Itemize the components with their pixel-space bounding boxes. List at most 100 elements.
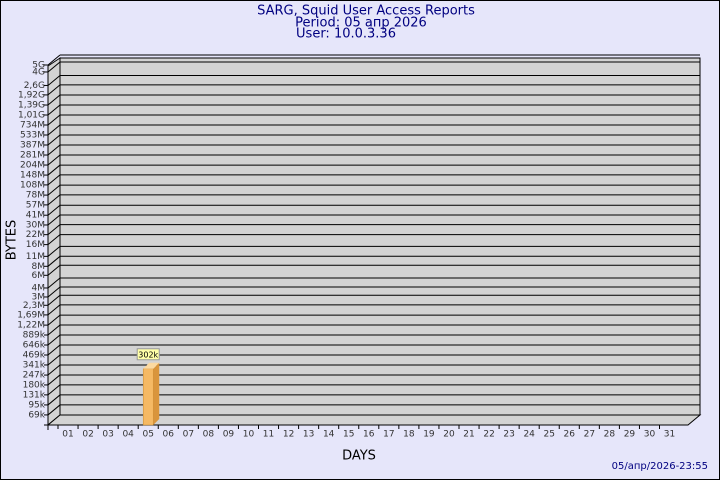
grid-line	[47, 124, 61, 136]
grid-line	[47, 144, 61, 156]
grid-line	[47, 344, 61, 356]
x-tick-label: 16	[363, 430, 375, 440]
bar-top	[143, 362, 160, 369]
y-tick-label: 204M	[20, 161, 45, 171]
y-tick-label: 1,39G	[18, 101, 45, 111]
x-tick-label: 02	[82, 430, 93, 440]
grid-line	[47, 84, 61, 96]
y-tick-label: 8M	[32, 262, 46, 272]
grid-line	[47, 364, 61, 376]
bar	[142, 368, 154, 426]
y-tick-label: 30M	[26, 220, 45, 230]
y-tick-label: 2,3M	[23, 301, 45, 311]
y-tick-label: 247k	[23, 371, 46, 381]
grid-line	[47, 234, 61, 246]
y-tick-label: 11M	[26, 252, 45, 262]
y-tick-label: 131k	[23, 390, 46, 400]
x-tick-label: 15	[343, 430, 354, 440]
grid-line	[47, 214, 61, 226]
y-tick-label: 1,01G	[18, 111, 45, 121]
grid-line	[47, 404, 61, 416]
x-tick-label: 09	[223, 430, 235, 440]
grid-line	[47, 204, 61, 216]
x-tick-label: 20	[443, 430, 455, 440]
x-tick-label: 23	[503, 430, 514, 440]
grid-line	[47, 224, 61, 236]
y-tick-label: 1,22M	[17, 321, 45, 331]
y-tick-label: 341k	[23, 360, 46, 370]
chart-subtitle: Period: 05 апр 2026	[295, 16, 427, 31]
x-tick-label: 08	[203, 430, 215, 440]
chart-title: SARG, Squid User Access Reports	[257, 4, 475, 19]
x-tick-label: 17	[383, 430, 394, 440]
grid-line	[47, 255, 61, 267]
grid-line	[47, 194, 61, 206]
x-tick-label: 30	[644, 430, 656, 440]
y-tick-label: 16M	[26, 240, 45, 250]
y-tick-label: 69k	[28, 410, 45, 420]
x-tick-label: 31	[664, 430, 675, 440]
x-tick-label: 06	[163, 430, 175, 440]
grid-line	[47, 314, 61, 326]
x-tick-label: 05	[142, 430, 153, 440]
y-tick-label: 2,6G	[24, 81, 45, 91]
y-tick-label: 180k	[23, 380, 46, 390]
y-tick-label: 148M	[20, 171, 45, 181]
grid-line	[47, 334, 61, 346]
y-tick-label: 889k	[23, 331, 46, 341]
footer: 05/апр/2026-23:55	[612, 461, 708, 472]
y-tick-label: 734M	[20, 120, 45, 130]
grid-line	[47, 154, 61, 166]
bar-side	[153, 362, 160, 425]
grid-line	[47, 134, 61, 146]
x-tick-label: 22	[483, 430, 494, 440]
grid-line	[47, 384, 61, 396]
grid-line	[47, 394, 61, 406]
x-tick-label: 25	[543, 430, 554, 440]
y-tick-label: 108M	[20, 180, 45, 190]
grid-line	[47, 94, 61, 106]
x-tick-label: 13	[303, 430, 314, 440]
y-tick-label: 22M	[26, 230, 45, 240]
x-tick-label: 18	[403, 430, 415, 440]
x-tick-label: 12	[283, 430, 294, 440]
grid-line	[47, 184, 61, 196]
grid-line	[47, 61, 61, 73]
grid-line	[47, 324, 61, 336]
grid-line	[47, 264, 61, 276]
grid-line	[47, 354, 61, 366]
x-tick-label: 11	[263, 430, 274, 440]
grid-line	[47, 164, 61, 176]
chart-user: User: 10.0.3.36	[296, 27, 396, 42]
x-tick-label: 07	[183, 430, 194, 440]
x-tick-label: 03	[102, 430, 113, 440]
x-tick-label: 26	[564, 430, 576, 440]
grid-line	[47, 104, 61, 116]
y-tick-label: 281M	[20, 151, 45, 161]
grid-line	[47, 286, 61, 298]
y-tick-label: 387M	[20, 141, 45, 151]
y-tick-label: 95k	[28, 400, 45, 410]
grid-line	[47, 54, 61, 66]
y-tick-label: 5G	[32, 61, 45, 71]
y-tick-label: 57M	[26, 200, 45, 210]
grid-line	[47, 294, 61, 306]
grid-line	[47, 374, 61, 386]
value-label: 302k	[138, 350, 158, 359]
y-tick-label: 41M	[26, 211, 45, 221]
y-tick-label: 4M	[32, 283, 46, 293]
y-tick-label: 469k	[23, 351, 46, 361]
grid-line	[47, 174, 61, 186]
y-tick-label: 1,69M	[17, 310, 45, 320]
x-tick-label: 27	[584, 430, 595, 440]
grid-line	[47, 277, 61, 289]
value-label-box	[136, 348, 160, 361]
y-tick-label: 6M	[32, 271, 46, 281]
x-tick-label: 14	[323, 430, 335, 440]
x-tick-label: 28	[604, 430, 616, 440]
grid-line	[47, 75, 61, 86]
y-tick-label: 4G	[32, 67, 45, 77]
x-tick-label: 29	[624, 430, 636, 440]
